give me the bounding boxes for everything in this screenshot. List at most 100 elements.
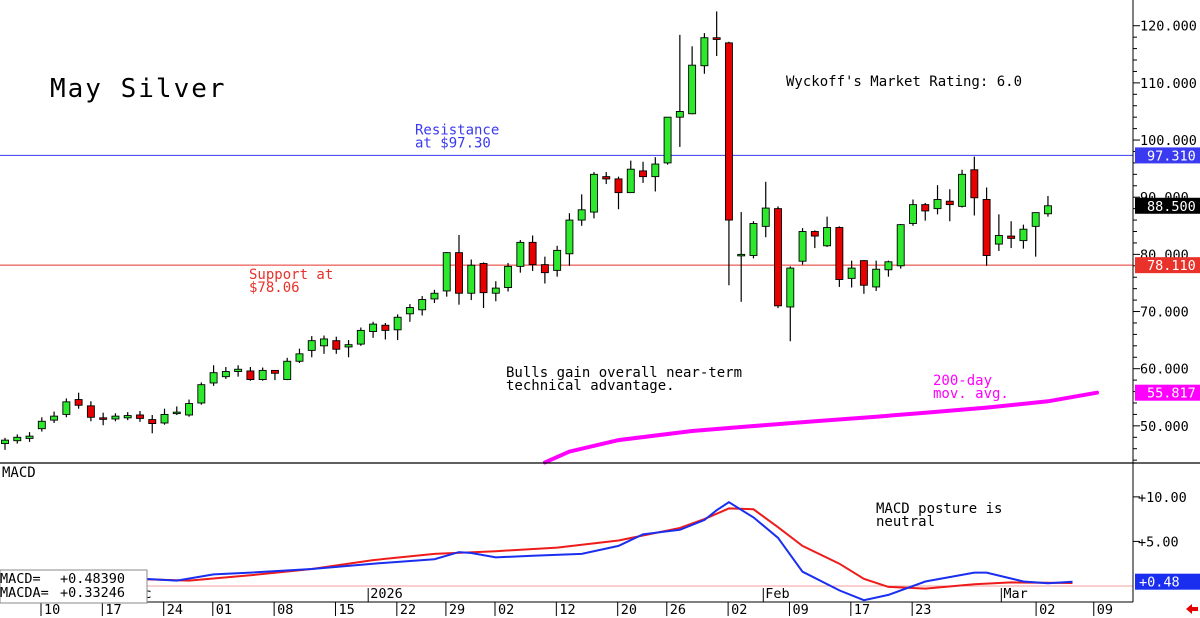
- day-label: 17: [105, 602, 121, 618]
- candle-up: [675, 111, 684, 118]
- candle-up: [663, 116, 672, 164]
- day-label: 12: [559, 602, 575, 618]
- candle-up: [1031, 212, 1040, 227]
- candle-down: [270, 369, 279, 374]
- price-tick-label: 60.000: [1140, 362, 1189, 378]
- resistance-value-label: 97.310: [1147, 148, 1196, 164]
- candle-down: [540, 264, 549, 274]
- macd-signal-line: [4, 507, 1073, 590]
- candle-up: [994, 235, 1003, 245]
- candle-down: [970, 169, 979, 199]
- candle-up: [430, 292, 439, 300]
- candle-up: [234, 368, 243, 372]
- macd-tick-label: +5.00: [1138, 534, 1179, 550]
- candle-down: [614, 178, 623, 194]
- price-tick-label: 50.000: [1140, 419, 1189, 435]
- support-resistance-lines: [0, 154, 1133, 266]
- candle-up: [209, 372, 218, 384]
- chart-annotation: Bulls gain overall near-term technical ad…: [506, 365, 742, 394]
- macd-line: [4, 501, 1073, 602]
- day-label: 26: [670, 602, 686, 618]
- candle-up: [909, 204, 917, 224]
- ma200-value-box: [1135, 384, 1200, 401]
- macd-readout-value: +0.48390: [60, 571, 125, 587]
- candle-up: [295, 353, 304, 362]
- price-tick-label: 70.000: [1140, 305, 1189, 321]
- candle-down: [381, 324, 390, 331]
- day-label: 17: [854, 602, 870, 618]
- candle-down: [602, 176, 611, 180]
- macda-readout-label: MACDA=: [0, 585, 49, 601]
- candle-up: [884, 261, 893, 271]
- candle-down: [835, 227, 844, 280]
- resistance-value-box: [1135, 147, 1200, 164]
- month-label: Feb: [765, 586, 789, 602]
- day-label: 20: [621, 602, 637, 618]
- day-label: 29: [449, 602, 465, 618]
- candle-up: [786, 267, 795, 308]
- candle-up: [221, 371, 230, 378]
- candle-up: [737, 253, 746, 257]
- candle-up: [197, 384, 206, 404]
- candle-up: [516, 241, 525, 267]
- day-label: 02: [731, 602, 747, 618]
- candle-down: [455, 252, 463, 294]
- day-label: 23: [915, 602, 931, 618]
- macd-value-label: +0.48: [1139, 575, 1180, 591]
- candle-up: [823, 227, 832, 247]
- candle-down: [859, 260, 868, 286]
- candle-up: [798, 231, 807, 262]
- candle-down: [74, 399, 83, 406]
- candle-up: [1043, 205, 1052, 215]
- support-value-label: 78.110: [1147, 258, 1196, 274]
- candle-up: [185, 403, 194, 416]
- candle-up: [958, 173, 967, 207]
- market-rating: Wyckoff's Market Rating: 6.0: [786, 74, 1022, 90]
- candle-up: [172, 411, 181, 415]
- month-label: Mar: [1003, 586, 1027, 602]
- macd-tick-label: +10.00: [1138, 490, 1187, 506]
- candle-up: [933, 199, 942, 210]
- candle-up: [761, 207, 770, 227]
- candle-up: [320, 338, 328, 347]
- ma200-series-line: [542, 390, 1099, 465]
- candle-up: [491, 287, 500, 294]
- day-label: 24: [167, 602, 183, 618]
- candle-up: [688, 64, 697, 115]
- candle-up: [62, 401, 71, 415]
- candle-up: [626, 168, 635, 194]
- candle-up: [258, 369, 267, 380]
- candle-up: [283, 360, 292, 380]
- candle-up: [405, 307, 414, 315]
- price-tick-label: 100.000: [1140, 133, 1197, 149]
- day-label: 22: [400, 602, 416, 618]
- month-label: 2026: [370, 586, 403, 602]
- candle-down: [332, 340, 341, 350]
- macd-readout-box: [0, 569, 148, 604]
- ma200-value-label: 55.817: [1147, 386, 1196, 402]
- candle-up: [344, 344, 353, 348]
- last-price-box: [1135, 197, 1200, 214]
- candle-down: [86, 405, 95, 418]
- candle-down: [724, 42, 733, 221]
- candle-down: [639, 170, 647, 178]
- macd-title: MACD: [2, 465, 36, 481]
- candle-up: [37, 420, 46, 430]
- candle-up: [442, 252, 451, 292]
- candle-up: [369, 323, 378, 332]
- candle-up: [50, 415, 59, 421]
- resistance-annotation: Resistance at $97.30: [415, 122, 499, 151]
- day-label: 09: [792, 602, 808, 618]
- candle-down: [774, 208, 782, 307]
- candle-down: [982, 199, 991, 256]
- candle-down: [810, 231, 819, 237]
- macd-panel: MACD MACD posture is neutral: [0, 465, 1133, 602]
- candle-up: [700, 37, 709, 67]
- candle-up: [577, 209, 586, 221]
- candle-up: [504, 265, 513, 288]
- candle-up: [553, 249, 562, 271]
- candle-up: [13, 436, 22, 442]
- candle-up: [307, 340, 316, 351]
- candle-down: [1007, 235, 1016, 239]
